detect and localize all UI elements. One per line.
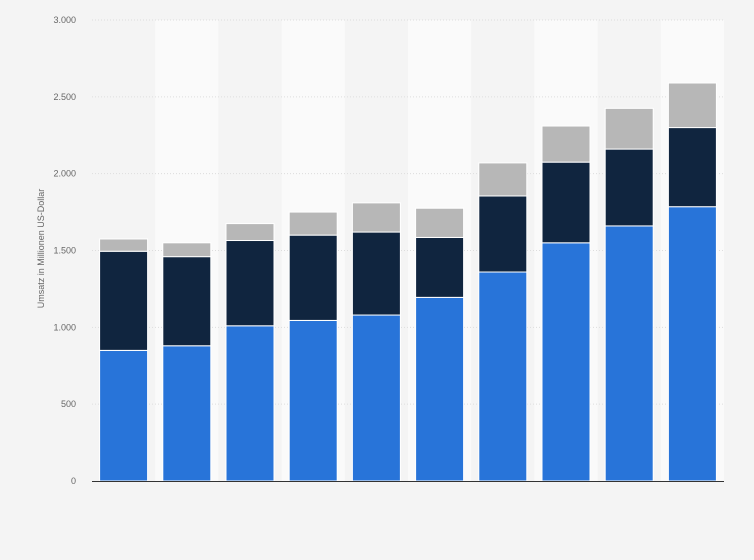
y-tick-label: 0 bbox=[71, 476, 76, 486]
bar-segment-series-1 bbox=[604, 225, 654, 482]
bar-segment-series-3 bbox=[541, 125, 591, 163]
bar-segment-series-3 bbox=[288, 211, 338, 236]
bar-segment-series-1 bbox=[162, 345, 212, 482]
bar-segment-series-1 bbox=[415, 296, 465, 482]
bar-segment-series-1 bbox=[478, 271, 528, 482]
bar-segment-series-2 bbox=[604, 148, 654, 227]
bar-segment-series-3 bbox=[478, 162, 528, 197]
bar-segment-series-3 bbox=[415, 207, 465, 238]
bar-segment-series-1 bbox=[541, 242, 591, 482]
bar-segment-series-3 bbox=[99, 238, 149, 252]
bar-segment-series-1 bbox=[225, 325, 275, 482]
bar-segment-series-2 bbox=[351, 231, 401, 316]
bar-segment-series-3 bbox=[225, 223, 275, 242]
bar-segment-series-2 bbox=[667, 127, 717, 208]
bar-segment-series-2 bbox=[99, 250, 149, 351]
y-tick-label: 3.000 bbox=[53, 15, 76, 25]
y-axis-title: Umsatz in Millionen US-Dollar bbox=[36, 189, 46, 309]
bar-segment-series-3 bbox=[351, 202, 401, 233]
y-axis-ticks: 0 500 1.000 1.500 2.000 2.500 3.000 bbox=[53, 15, 76, 486]
bar-segment-series-2 bbox=[478, 195, 528, 273]
bar-segment-series-2 bbox=[288, 234, 338, 321]
bar-segment-series-2 bbox=[541, 161, 591, 244]
bar-segment-series-2 bbox=[415, 236, 465, 298]
bar-segment-series-1 bbox=[99, 349, 149, 482]
y-tick-label: 2.500 bbox=[53, 92, 76, 102]
y-tick-label: 1.500 bbox=[53, 246, 76, 256]
bar-segment-series-3 bbox=[162, 242, 212, 258]
y-tick-label: 500 bbox=[61, 399, 76, 409]
y-tick-label: 1.000 bbox=[53, 322, 76, 332]
bar-segment-series-1 bbox=[351, 314, 401, 482]
bar-segment-series-1 bbox=[667, 206, 717, 482]
bar-segment-series-2 bbox=[162, 256, 212, 347]
bars bbox=[99, 82, 717, 482]
bar-segment-series-3 bbox=[667, 82, 717, 129]
bar-segment-series-3 bbox=[604, 107, 654, 150]
bar-segment-series-1 bbox=[288, 319, 338, 482]
bar-segment-series-2 bbox=[225, 240, 275, 327]
y-tick-label: 2.000 bbox=[53, 169, 76, 179]
